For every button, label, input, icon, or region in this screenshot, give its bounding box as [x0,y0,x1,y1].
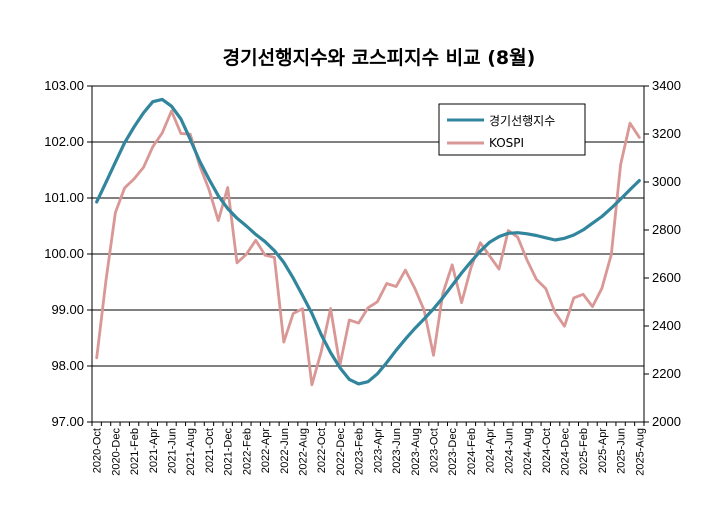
legend: 경기선행지수 KOSPI [438,103,586,156]
x-tick-label: 2021-Apr [148,428,160,474]
x-tick-label: 2022-Feb [241,428,253,475]
x-tick-label: 2020-Dec [110,428,122,476]
x-tick-label: 2021-Oct [204,428,216,473]
y-right-tick-label: 2200 [652,366,681,381]
y-right-tick-label: 2600 [652,270,681,285]
legend-label-kospi: KOSPI [489,136,524,150]
y-left-tick-label: 98.00 [51,358,84,373]
x-tick-label: 2024-Jun [503,428,515,474]
y-left-tick-label: 100.00 [44,246,84,261]
x-tick-label: 2021-Feb [129,428,141,475]
axes: 97.00 98.00 99.00 100.00 101.00 102.00 103.00 2… [44,78,681,476]
x-tick-label: 2022-Aug [298,428,310,476]
x-tick-label: 2021-Dec [223,428,235,476]
x-tick-label: 2024-Dec [559,428,571,476]
x-tick-label: 2025-Aug [634,428,646,476]
x-tick-label: 2023-Apr [372,428,384,474]
x-tick-label: 2022-Apr [260,428,272,474]
x-tick-label: 2022-Jun [279,428,291,474]
x-tick-label: 2021-Jun [167,428,179,474]
series-line-leading-index [95,97,641,386]
legend-label-leading-index: 경기선행지수 [489,113,555,128]
x-tick-label: 2022-Dec [335,428,347,476]
x-tick-label: 2023-Aug [410,428,422,476]
x-tick-label: 2023-Jun [391,428,403,474]
x-tick-label: 2023-Oct [428,428,440,473]
y-left-tick-label: 101.00 [44,190,84,205]
x-tick-label: 2023-Dec [447,428,459,476]
y-left-tick-label: 102.00 [44,134,84,149]
y-right-tick-label: 3200 [652,126,681,141]
x-tick-label: 2024-Oct [541,428,553,473]
x-tick-label: 2023-Feb [354,428,366,475]
x-tick-label: 2025-Feb [578,428,590,475]
y-right-tick-label: 2000 [652,414,681,429]
x-tick-label: 2025-Jun [616,428,628,474]
chart-title: 경기선행지수와 코스피지수 비교 (8월) [223,47,536,69]
x-tick-label: 2024-Aug [522,428,534,476]
y-right-tick-label: 3400 [652,78,681,93]
x-tick-label: 2024-Feb [466,428,478,475]
x-tick-label: 2022-Oct [316,428,328,473]
x-tick-label: 2025-Apr [597,428,609,474]
legend-box [438,103,586,156]
x-tick-label: 2024-Apr [485,428,497,474]
y-left-tick-label: 103.00 [44,78,84,93]
x-tick-label: 2021-Aug [185,428,197,476]
y-left-tick-label: 99.00 [51,302,84,317]
y-right-tick-label: 2800 [652,222,681,237]
x-tick-label: 2020-Oct [92,428,104,473]
series-lines [95,97,641,387]
y-right-tick-label: 2400 [652,318,681,333]
y-right-tick-label: 3000 [652,174,681,189]
y-left-tick-label: 97.00 [51,414,84,429]
